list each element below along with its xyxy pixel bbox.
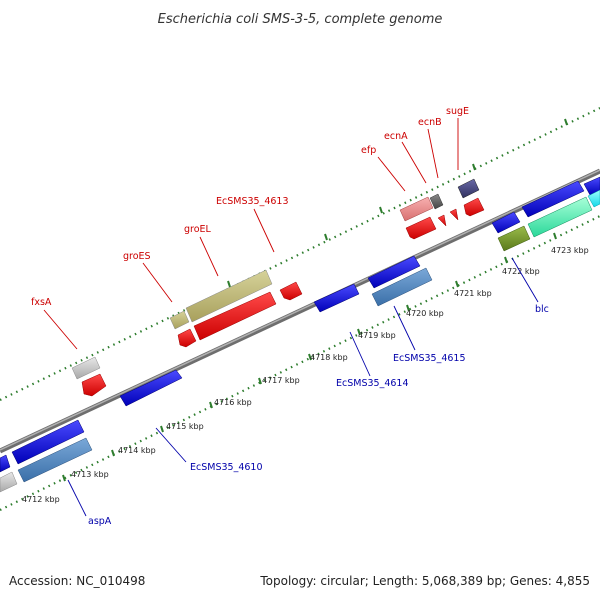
gene-EcSMS35_4610[interactable] bbox=[119, 369, 183, 407]
gene-efp[interactable] bbox=[399, 196, 434, 222]
gene-red-2[interactable] bbox=[177, 328, 197, 348]
gene-blc[interactable] bbox=[497, 225, 531, 252]
kbp-label: 4720 kbp bbox=[406, 309, 444, 318]
kbp-label: 4713 kbp bbox=[71, 470, 109, 479]
gene-red-6[interactable] bbox=[463, 197, 485, 217]
outer-tick-track bbox=[0, 107, 600, 401]
gene-label-EcSMS35_4614[interactable]: EcSMS35_4614 bbox=[336, 378, 409, 389]
gene-label-groEL[interactable]: groEL bbox=[184, 224, 212, 235]
gene-label-fxsA[interactable]: fxsA bbox=[31, 297, 52, 308]
gene-EcSMS35_4614[interactable] bbox=[313, 283, 360, 313]
kbp-label: 4714 kbp bbox=[118, 446, 156, 455]
genome-summary-text: Topology: circular; Length: 5,068,389 bp… bbox=[259, 574, 590, 588]
gene-blue-5[interactable] bbox=[491, 211, 521, 234]
genome-backbone bbox=[0, 168, 600, 454]
gene-sugE[interactable] bbox=[457, 178, 480, 199]
gene-label-groES[interactable]: groES bbox=[123, 251, 151, 262]
gene-cyan[interactable] bbox=[587, 189, 600, 208]
gene-EcSMS35_4613-red[interactable] bbox=[193, 291, 277, 341]
kbp-label: 4716 kbp bbox=[214, 398, 252, 407]
gene-label-ecnA[interactable]: ecnA bbox=[384, 131, 408, 142]
kbp-label: 4715 kbp bbox=[166, 422, 204, 431]
kbp-label: 4719 kbp bbox=[358, 331, 396, 340]
gene-aspA[interactable] bbox=[17, 437, 93, 483]
gene-mint[interactable] bbox=[527, 196, 593, 238]
gene-blue-4615a[interactable] bbox=[367, 255, 421, 289]
gene-blue-0[interactable] bbox=[0, 454, 11, 473]
red-strand-genes bbox=[81, 197, 485, 397]
gene-ecnA-red[interactable] bbox=[405, 216, 437, 240]
gene-label-EcSMS35_4615[interactable]: EcSMS35_4615 bbox=[393, 353, 466, 364]
kbp-label: 4722 kbp bbox=[502, 267, 540, 276]
gene-blue-7[interactable] bbox=[583, 176, 600, 196]
inner-strand-genes bbox=[0, 176, 600, 493]
bottom-label-leaders bbox=[67, 257, 539, 517]
top-gene-labels: fxsA groES groEL EcSMS35_4613 efp ecnA e… bbox=[31, 106, 469, 308]
kbp-tick-labels: 4712 kbp 4713 kbp 4714 kbp 4715 kbp 4716… bbox=[22, 246, 589, 504]
bottom-gene-labels: aspA EcSMS35_4610 EcSMS35_4614 EcSMS35_4… bbox=[88, 304, 549, 527]
kbp-label: 4718 kbp bbox=[310, 353, 348, 362]
gene-label-blc[interactable]: blc bbox=[535, 304, 549, 315]
gene-groES[interactable] bbox=[169, 310, 190, 330]
top-label-leaders bbox=[43, 118, 459, 350]
gene-label-sugE[interactable]: sugE bbox=[446, 106, 469, 117]
kbp-label: 4723 kbp bbox=[551, 246, 589, 255]
gene-ecnB[interactable] bbox=[429, 193, 444, 210]
kbp-label: 4717 kbp bbox=[262, 376, 300, 385]
outer-strand-genes bbox=[71, 178, 480, 380]
gene-label-EcSMS35_4613[interactable]: EcSMS35_4613 bbox=[216, 196, 289, 207]
gene-blue-1[interactable] bbox=[11, 419, 85, 465]
outer-major-ticks bbox=[227, 118, 568, 288]
gene-blue-6[interactable] bbox=[521, 180, 585, 218]
gene-label-EcSMS35_4610[interactable]: EcSMS35_4610 bbox=[190, 462, 263, 473]
gene-label-efp[interactable]: efp bbox=[361, 145, 376, 156]
kbp-label: 4721 kbp bbox=[454, 289, 492, 298]
map-title: Escherichia coli SMS-3-5, complete genom… bbox=[158, 12, 443, 27]
gene-fxsA[interactable] bbox=[71, 356, 101, 380]
gene-red-5[interactable] bbox=[449, 208, 459, 221]
inner-major-ticks bbox=[62, 232, 557, 482]
gene-groEL[interactable] bbox=[185, 269, 273, 323]
gene-label-aspA[interactable]: aspA bbox=[88, 516, 112, 527]
accession-text: Accession: NC_010498 bbox=[9, 574, 145, 588]
gene-red-4[interactable] bbox=[437, 214, 447, 227]
gene-red-3[interactable] bbox=[279, 281, 303, 301]
gene-label-ecnB[interactable]: ecnB bbox=[418, 117, 442, 128]
gene-EcSMS35_4615[interactable] bbox=[371, 267, 433, 307]
gene-red-1[interactable] bbox=[81, 373, 107, 397]
kbp-label: 4712 kbp bbox=[22, 495, 60, 504]
gene-gray-2[interactable] bbox=[0, 471, 18, 493]
